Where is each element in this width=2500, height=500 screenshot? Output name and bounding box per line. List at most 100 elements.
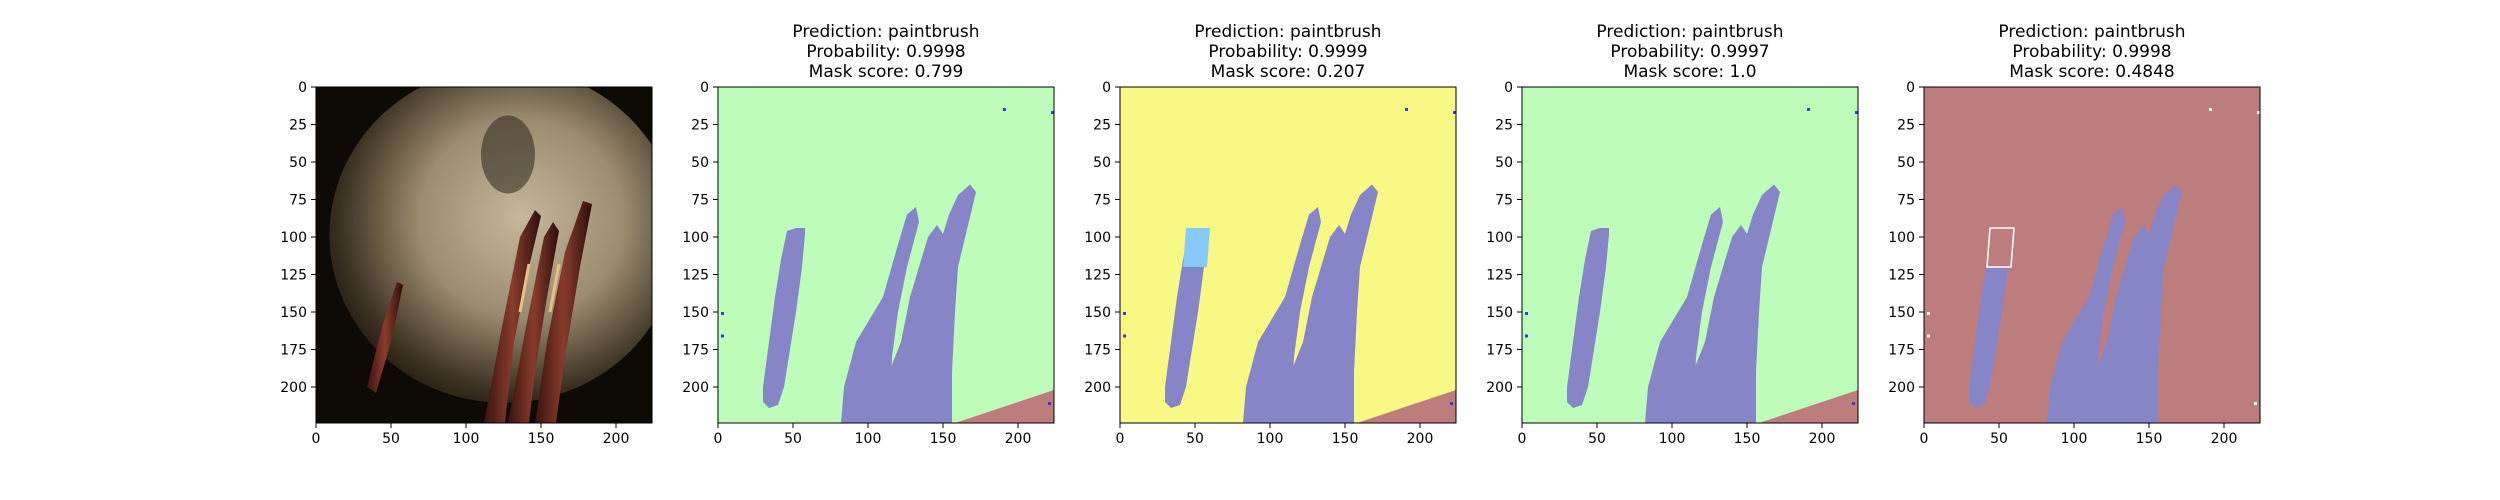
y-tick-label: 75 xyxy=(1495,193,1513,209)
y-tick-label: 200 xyxy=(280,380,307,396)
x-tick-label: 100 xyxy=(2061,431,2088,447)
panel-title-line: Mask score: 0.4848 xyxy=(2009,62,2174,82)
mask-speckle xyxy=(1525,334,1528,338)
y-tick-label: 25 xyxy=(691,118,709,134)
y-tick-label: 175 xyxy=(280,343,307,359)
y-tick-label: 25 xyxy=(1495,118,1513,134)
y-tick-label: 150 xyxy=(1486,305,1513,321)
y-tick-label: 150 xyxy=(280,305,307,321)
segmentation-mask xyxy=(718,87,1054,423)
mask-speckle xyxy=(1525,312,1528,315)
y-tick-label: 100 xyxy=(682,230,709,246)
mask-region-corner xyxy=(1759,390,1858,423)
y-tick-label: 125 xyxy=(682,268,709,284)
y-tick-label: 0 xyxy=(1102,80,1111,96)
y-tick-label: 175 xyxy=(1084,343,1111,359)
mask-speckle xyxy=(721,312,724,315)
axes-frame xyxy=(717,86,1055,424)
photo-cloth xyxy=(329,87,652,403)
mask-region-brush-middle xyxy=(1645,207,1723,423)
y-tick-label: 0 xyxy=(298,80,307,96)
mask-region-brush-left xyxy=(763,228,805,408)
mask-speckle xyxy=(2254,402,2257,405)
mask-region-brush-left xyxy=(1165,228,1207,408)
axes-frame xyxy=(1119,86,1457,424)
segmentation-mask xyxy=(1120,87,1456,423)
mask-region-highlight xyxy=(1183,228,1210,267)
panel-title-line: Mask score: 1.0 xyxy=(1623,62,1756,82)
y-tick-label: 150 xyxy=(1888,305,1915,321)
mask-region-brush-right xyxy=(880,184,976,423)
mask-speckle xyxy=(721,334,724,338)
x-tick-label: 150 xyxy=(528,431,555,447)
axes-frame xyxy=(1521,86,1859,424)
x-tick-label: 100 xyxy=(1257,431,1284,447)
x-tick-label: 50 xyxy=(1990,431,2008,447)
mask-region-brush-middle xyxy=(1243,207,1321,423)
y-tick-label: 175 xyxy=(1486,343,1513,359)
mask-speckle xyxy=(1051,111,1054,114)
mask-region-highlight xyxy=(1986,227,2015,268)
mask-region-brush-left xyxy=(1969,228,2011,408)
mask-speckle xyxy=(1048,402,1051,405)
panel-title-line: Prediction: paintbrush xyxy=(1998,22,2185,42)
y-tick-label: 75 xyxy=(1897,193,1915,209)
photo-paintbrush xyxy=(367,282,403,393)
x-tick-label: 150 xyxy=(1332,431,1359,447)
x-tick-label: 0 xyxy=(1116,431,1125,447)
photo-paintbrush xyxy=(535,201,592,423)
mask-speckle xyxy=(1123,334,1126,338)
mask-speckle xyxy=(1405,108,1408,111)
y-tick-label: 75 xyxy=(289,193,307,209)
x-tick-label: 100 xyxy=(855,431,882,447)
axes-frame xyxy=(1923,86,2261,424)
x-tick-label: 200 xyxy=(1005,431,1032,447)
panel-title-line: Mask score: 0.799 xyxy=(809,62,964,82)
mask-speckle xyxy=(1807,108,1810,111)
y-tick-label: 25 xyxy=(289,118,307,134)
x-tick-label: 50 xyxy=(1186,431,1204,447)
x-tick-label: 200 xyxy=(1809,431,1836,447)
mask-region-corner xyxy=(2161,390,2260,423)
panel-title-line: Prediction: paintbrush xyxy=(1596,22,1783,42)
panel-1: 0 50 100 150 200 0 25 50 75 100 125 150 175 200 xyxy=(280,80,653,447)
y-tick-label: 75 xyxy=(691,193,709,209)
y-tick-label: 125 xyxy=(1486,268,1513,284)
photo-paintbrush xyxy=(484,210,541,423)
mask-region-corner xyxy=(955,390,1054,423)
original-photo xyxy=(316,87,652,423)
y-tick-label: 50 xyxy=(1093,155,1111,171)
y-tick-label: 125 xyxy=(1084,268,1111,284)
mask-speckle xyxy=(1003,108,1006,111)
panel-title-line: Probability: 0.9997 xyxy=(1610,42,1769,62)
mask-region-brush-middle xyxy=(2047,207,2125,423)
x-tick-label: 150 xyxy=(1734,431,1761,447)
y-tick-label: 100 xyxy=(280,230,307,246)
y-tick-label: 0 xyxy=(1504,80,1513,96)
mask-region-brush-right xyxy=(2086,184,2182,423)
mask-region-brush-right xyxy=(1282,184,1378,423)
y-tick-label: 50 xyxy=(1897,155,1915,171)
x-tick-label: 0 xyxy=(714,431,723,447)
segmentation-mask xyxy=(1924,87,2260,423)
mask-speckle xyxy=(1927,312,1930,315)
x-tick-label: 50 xyxy=(784,431,802,447)
x-tick-label: 150 xyxy=(2136,431,2163,447)
y-tick-label: 0 xyxy=(1906,80,1915,96)
y-tick-label: 50 xyxy=(1495,155,1513,171)
panel-title-line: Prediction: paintbrush xyxy=(792,22,979,42)
mask-speckle xyxy=(2209,108,2212,111)
y-tick-label: 100 xyxy=(1486,230,1513,246)
mask-speckle xyxy=(1927,334,1930,338)
mask-speckle xyxy=(1450,402,1453,405)
mask-speckle xyxy=(1855,111,1858,114)
y-tick-label: 50 xyxy=(691,155,709,171)
photo-smudge xyxy=(481,115,535,194)
x-tick-label: 0 xyxy=(1518,431,1527,447)
y-tick-label: 150 xyxy=(1084,305,1111,321)
